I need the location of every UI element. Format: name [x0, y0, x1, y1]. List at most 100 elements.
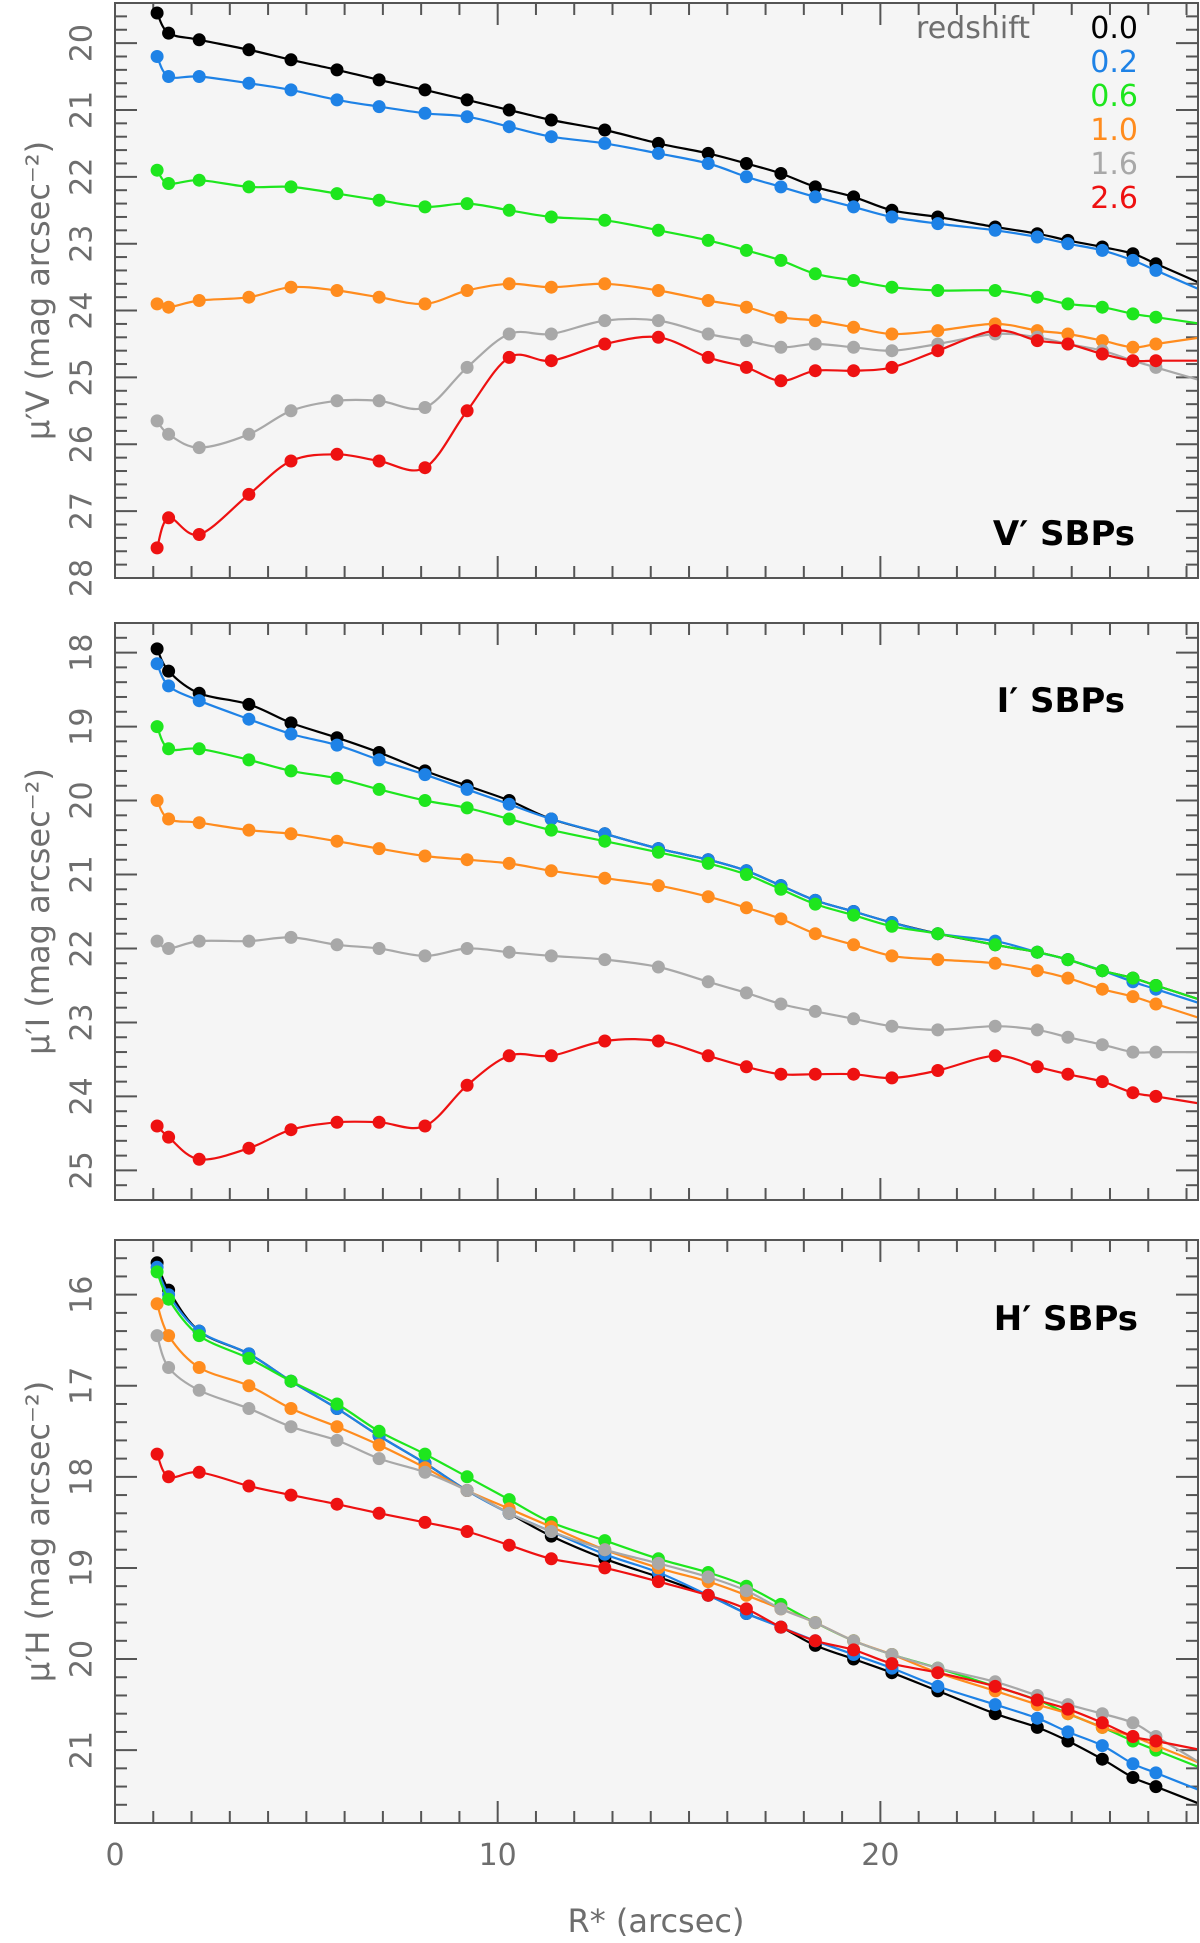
data-point: [330, 447, 344, 461]
data-point: [544, 327, 558, 341]
data-point: [885, 949, 899, 963]
data-point: [242, 712, 256, 726]
data-point: [1149, 1089, 1163, 1103]
data-point: [502, 812, 516, 826]
data-point: [502, 797, 516, 811]
data-point: [1126, 1086, 1140, 1100]
panel-v-label: V′ SBPs: [993, 514, 1135, 554]
data-point: [460, 284, 474, 297]
panel-i-y-tick-label: 18: [64, 634, 99, 672]
data-point: [808, 180, 822, 194]
data-point: [544, 812, 558, 826]
data-point: [242, 934, 256, 948]
series-z-2-6: [150, 324, 1198, 555]
data-point: [242, 1141, 256, 1155]
data-point: [242, 487, 256, 501]
data-point: [808, 314, 822, 328]
data-point: [418, 1119, 432, 1133]
data-point: [988, 1679, 1002, 1693]
data-point: [701, 350, 715, 364]
data-point: [372, 782, 386, 796]
data-point: [372, 454, 386, 468]
data-point: [284, 180, 298, 194]
data-point: [598, 834, 612, 848]
data-point: [460, 197, 474, 211]
data-point: [808, 337, 822, 351]
data-point: [1030, 334, 1044, 348]
data-point: [847, 340, 861, 354]
data-point: [502, 1049, 516, 1063]
data-point: [931, 284, 945, 297]
data-point: [847, 1643, 861, 1657]
data-point: [162, 1470, 176, 1484]
data-point: [774, 253, 788, 267]
data-point: [701, 890, 715, 904]
data-point: [808, 897, 822, 911]
data-point: [192, 1152, 206, 1166]
data-point: [931, 953, 945, 967]
legend-entry-z-0-2: 0.2: [1090, 45, 1138, 80]
data-point: [701, 1570, 715, 1584]
data-point: [739, 1602, 753, 1616]
panel-i-series: [150, 642, 1198, 1166]
data-point: [1149, 979, 1163, 992]
data-point: [502, 1506, 516, 1520]
panel-v-frame: [114, 2, 1199, 579]
data-point: [1095, 243, 1109, 257]
data-point: [1061, 971, 1075, 985]
data-point: [284, 53, 298, 67]
data-point: [1126, 971, 1140, 985]
data-point: [885, 1071, 899, 1085]
data-point: [885, 344, 899, 358]
data-point: [544, 949, 558, 963]
data-point: [284, 404, 298, 418]
data-point: [162, 1361, 176, 1374]
data-point: [162, 679, 176, 693]
data-point: [418, 401, 432, 414]
data-point: [242, 427, 256, 441]
legend: redshift 0.00.20.61.01.62.6: [916, 11, 1138, 216]
panel-v-series: [150, 6, 1198, 555]
data-point: [739, 170, 753, 184]
data-point: [739, 1584, 753, 1598]
data-point: [598, 1543, 612, 1557]
data-point: [1030, 1023, 1044, 1037]
data-point: [372, 290, 386, 304]
legend-entry-z-1-6: 1.6: [1090, 147, 1138, 182]
panel-i-ylabel: μ′I (mag arcsec⁻²): [19, 768, 57, 1055]
data-point: [330, 93, 344, 107]
data-point: [242, 1479, 256, 1493]
data-point: [1126, 1716, 1140, 1730]
data-point: [774, 374, 788, 388]
data-point: [192, 441, 206, 455]
data-point: [372, 753, 386, 767]
data-point: [418, 200, 432, 214]
data-point: [1126, 1771, 1140, 1784]
data-point: [739, 243, 753, 257]
data-point: [701, 327, 715, 341]
data-point: [284, 930, 298, 944]
data-point: [284, 83, 298, 97]
data-point: [242, 697, 256, 711]
data-point: [284, 716, 298, 730]
data-point: [162, 1130, 176, 1144]
data-point: [418, 768, 432, 782]
data-point: [418, 949, 432, 963]
panel-i-y-tick-label: 22: [64, 929, 99, 967]
data-point: [739, 986, 753, 1000]
data-point: [1030, 1693, 1044, 1707]
data-point: [598, 277, 612, 291]
series-z-1-6: [150, 1329, 1198, 1763]
data-point: [808, 1616, 822, 1630]
data-point: [192, 33, 206, 47]
data-point: [460, 404, 474, 418]
series-z-0-6: [150, 720, 1198, 1001]
data-point: [460, 942, 474, 955]
panel-v-y-tick-label: 24: [64, 292, 99, 330]
data-point: [1095, 1739, 1109, 1753]
data-point: [1095, 982, 1109, 996]
legend-entry-z-0-0: 0.0: [1090, 11, 1138, 46]
panel-i-ticks: 18 19 20 21 22 23 24 25: [64, 622, 1198, 1201]
panel-h-series-clip: [150, 1256, 1198, 1805]
